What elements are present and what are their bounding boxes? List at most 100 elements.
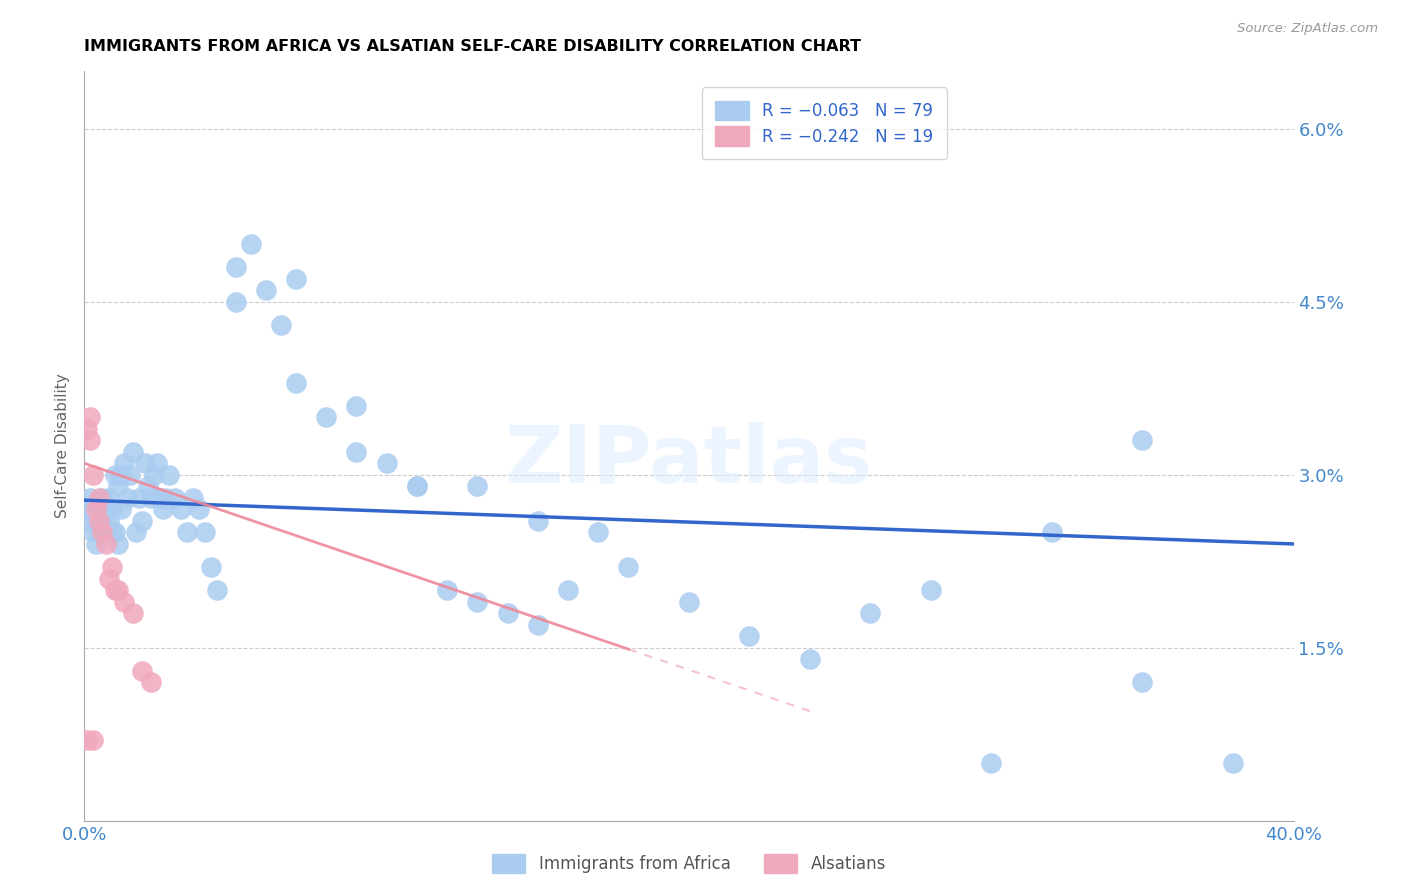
Point bbox=[131, 514, 153, 528]
Point bbox=[678, 594, 700, 608]
Point bbox=[346, 399, 368, 413]
Point bbox=[134, 456, 156, 470]
Point bbox=[82, 502, 104, 516]
Y-axis label: Self-Care Disability: Self-Care Disability bbox=[55, 374, 70, 518]
Point bbox=[139, 675, 162, 690]
Point bbox=[125, 525, 148, 540]
Point bbox=[100, 502, 122, 516]
Point bbox=[97, 572, 120, 586]
Point bbox=[176, 525, 198, 540]
Point bbox=[527, 514, 550, 528]
Point bbox=[115, 491, 138, 505]
Point bbox=[239, 237, 262, 252]
Point bbox=[91, 491, 114, 505]
Point bbox=[557, 583, 579, 598]
Point bbox=[406, 479, 429, 493]
Point bbox=[128, 491, 150, 505]
Point bbox=[89, 514, 111, 528]
Point bbox=[406, 479, 429, 493]
Point bbox=[79, 410, 101, 425]
Point bbox=[97, 491, 120, 505]
Point bbox=[107, 537, 129, 551]
Point bbox=[467, 594, 489, 608]
Legend: Immigrants from Africa, Alsatians: Immigrants from Africa, Alsatians bbox=[485, 847, 893, 880]
Text: Source: ZipAtlas.com: Source: ZipAtlas.com bbox=[1237, 22, 1378, 36]
Point bbox=[225, 294, 247, 309]
Point bbox=[157, 467, 180, 482]
Text: ZIPatlas: ZIPatlas bbox=[505, 422, 873, 500]
Point bbox=[315, 410, 337, 425]
Point bbox=[89, 525, 111, 540]
Point bbox=[107, 583, 129, 598]
Point bbox=[118, 467, 141, 482]
Point bbox=[188, 502, 211, 516]
Point bbox=[799, 652, 821, 666]
Point bbox=[225, 260, 247, 275]
Point bbox=[346, 444, 368, 458]
Point bbox=[436, 583, 458, 598]
Point bbox=[91, 514, 114, 528]
Point bbox=[110, 467, 132, 482]
Point bbox=[617, 560, 640, 574]
Point bbox=[100, 525, 122, 540]
Point bbox=[104, 525, 127, 540]
Point bbox=[194, 525, 217, 540]
Point bbox=[91, 525, 114, 540]
Point bbox=[738, 629, 761, 643]
Point bbox=[920, 583, 942, 598]
Point bbox=[79, 514, 101, 528]
Point bbox=[121, 444, 143, 458]
Point bbox=[285, 272, 308, 286]
Point bbox=[94, 537, 117, 551]
Point bbox=[104, 467, 127, 482]
Point bbox=[181, 491, 204, 505]
Point bbox=[152, 502, 174, 516]
Point bbox=[131, 664, 153, 678]
Point bbox=[859, 606, 882, 620]
Point bbox=[200, 560, 222, 574]
Point bbox=[588, 525, 610, 540]
Point bbox=[170, 502, 193, 516]
Point bbox=[149, 491, 172, 505]
Point bbox=[207, 583, 229, 598]
Point bbox=[980, 756, 1002, 770]
Point bbox=[76, 502, 98, 516]
Point bbox=[496, 606, 519, 620]
Point bbox=[86, 502, 108, 516]
Point bbox=[86, 537, 108, 551]
Point bbox=[142, 467, 165, 482]
Point bbox=[270, 318, 292, 332]
Point bbox=[94, 525, 117, 540]
Point bbox=[76, 422, 98, 436]
Point bbox=[1130, 675, 1153, 690]
Point bbox=[375, 456, 398, 470]
Point bbox=[82, 467, 104, 482]
Point bbox=[155, 491, 177, 505]
Point bbox=[139, 491, 162, 505]
Point bbox=[82, 525, 104, 540]
Point bbox=[110, 502, 132, 516]
Point bbox=[89, 491, 111, 505]
Point bbox=[136, 479, 159, 493]
Point bbox=[112, 594, 135, 608]
Point bbox=[1130, 434, 1153, 448]
Point bbox=[254, 284, 277, 298]
Point bbox=[100, 560, 122, 574]
Point bbox=[527, 617, 550, 632]
Point bbox=[89, 502, 111, 516]
Point bbox=[121, 606, 143, 620]
Point bbox=[146, 456, 169, 470]
Point bbox=[285, 376, 308, 390]
Point bbox=[79, 434, 101, 448]
Point bbox=[79, 491, 101, 505]
Point bbox=[107, 479, 129, 493]
Point bbox=[165, 491, 187, 505]
Point bbox=[112, 456, 135, 470]
Point bbox=[86, 514, 108, 528]
Point bbox=[104, 583, 127, 598]
Text: IMMIGRANTS FROM AFRICA VS ALSATIAN SELF-CARE DISABILITY CORRELATION CHART: IMMIGRANTS FROM AFRICA VS ALSATIAN SELF-… bbox=[84, 38, 862, 54]
Point bbox=[467, 479, 489, 493]
Point bbox=[97, 514, 120, 528]
Point bbox=[76, 733, 98, 747]
Point bbox=[1040, 525, 1063, 540]
